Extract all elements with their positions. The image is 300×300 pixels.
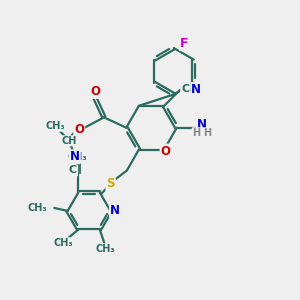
- Text: N: N: [197, 118, 207, 130]
- Text: CH₃: CH₃: [54, 238, 73, 248]
- Text: F: F: [180, 37, 188, 50]
- Text: H: H: [203, 128, 211, 138]
- Text: H: H: [193, 128, 201, 138]
- Text: O: O: [74, 123, 84, 136]
- Text: N: N: [110, 204, 120, 218]
- Text: CH: CH: [61, 136, 76, 146]
- Text: CH₃: CH₃: [96, 244, 116, 254]
- Text: O: O: [90, 85, 100, 98]
- Text: C: C: [69, 165, 77, 176]
- Text: CH₃: CH₃: [45, 121, 65, 131]
- Text: N: N: [70, 150, 80, 163]
- Text: N: N: [191, 83, 201, 96]
- Text: O: O: [160, 145, 171, 158]
- Text: C: C: [181, 85, 189, 94]
- Text: CH₃: CH₃: [27, 203, 47, 213]
- Text: S: S: [106, 177, 115, 190]
- Text: CH₃: CH₃: [68, 152, 87, 162]
